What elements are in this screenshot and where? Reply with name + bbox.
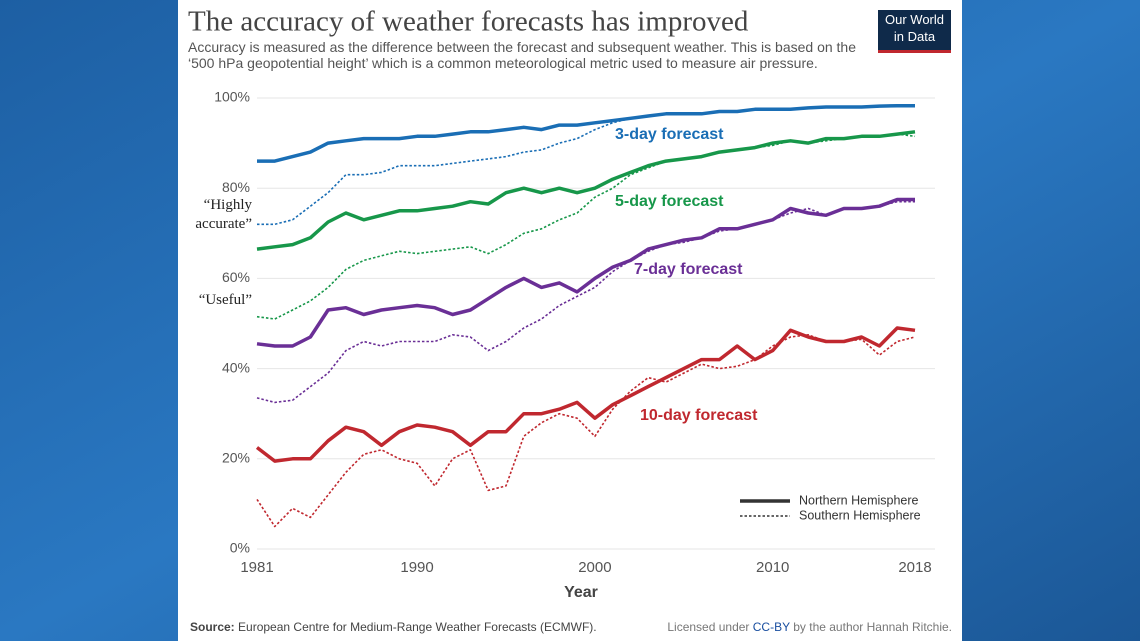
y-tick-label: 80%: [222, 179, 250, 195]
series-line: [256, 133, 916, 320]
chart-subtitle: Accuracy is measured as the difference b…: [188, 39, 857, 71]
license-prefix: Licensed under: [667, 620, 749, 634]
chart-title: The accuracy of weather forecasts has im…: [188, 6, 749, 38]
series-line: [256, 334, 916, 528]
y-tick-label: 20%: [222, 450, 250, 466]
logo: Our World in Data: [885, 12, 944, 44]
legend-label: Northern Hemisphere: [799, 493, 919, 507]
series-label: 7-day forecast: [634, 261, 743, 278]
panel: [178, 0, 962, 641]
annotation: “Useful”: [198, 292, 252, 308]
logo-bar: [878, 50, 951, 53]
license-link[interactable]: CC-BY: [753, 620, 790, 634]
source-label: Source:: [190, 620, 235, 634]
legend-label: Southern Hemisphere: [799, 508, 921, 522]
series-line: [255, 326, 916, 463]
x-tick-label: 2018: [898, 559, 931, 576]
series-label: 10-day forecast: [640, 407, 758, 424]
source: Source: European Centre for Medium-Range…: [190, 620, 597, 634]
source-text: European Centre for Medium-Range Weather…: [238, 620, 597, 634]
y-tick-label: 40%: [222, 359, 250, 375]
x-axis-label: Year: [564, 584, 598, 601]
y-tick-label: 0%: [230, 540, 250, 556]
x-tick-label: 2010: [756, 559, 789, 576]
annotation: “Highly accurate”: [195, 197, 252, 232]
x-tick-label: 2000: [578, 559, 611, 576]
series-line: [257, 104, 915, 226]
series-label: 5-day forecast: [615, 193, 724, 210]
subtitle-box: Accuracy is measured as the difference b…: [188, 39, 857, 71]
series-label: 3-day forecast: [615, 126, 724, 143]
x-tick-label: 1990: [400, 559, 433, 576]
license: Licensed under CC-BY by the author Hanna…: [667, 620, 952, 634]
series-line: [256, 130, 916, 251]
series-line: [256, 200, 915, 404]
series-line: [256, 197, 915, 348]
y-tick-label: 100%: [214, 89, 250, 105]
y-tick-label: 60%: [222, 269, 250, 285]
license-suffix: by the author Hannah Ritchie.: [793, 620, 952, 634]
logo-box: [878, 10, 951, 53]
logo-wrap: Our World in Data: [885, 12, 944, 44]
series-line: [257, 103, 915, 163]
x-tick-label: 1981: [240, 559, 273, 576]
